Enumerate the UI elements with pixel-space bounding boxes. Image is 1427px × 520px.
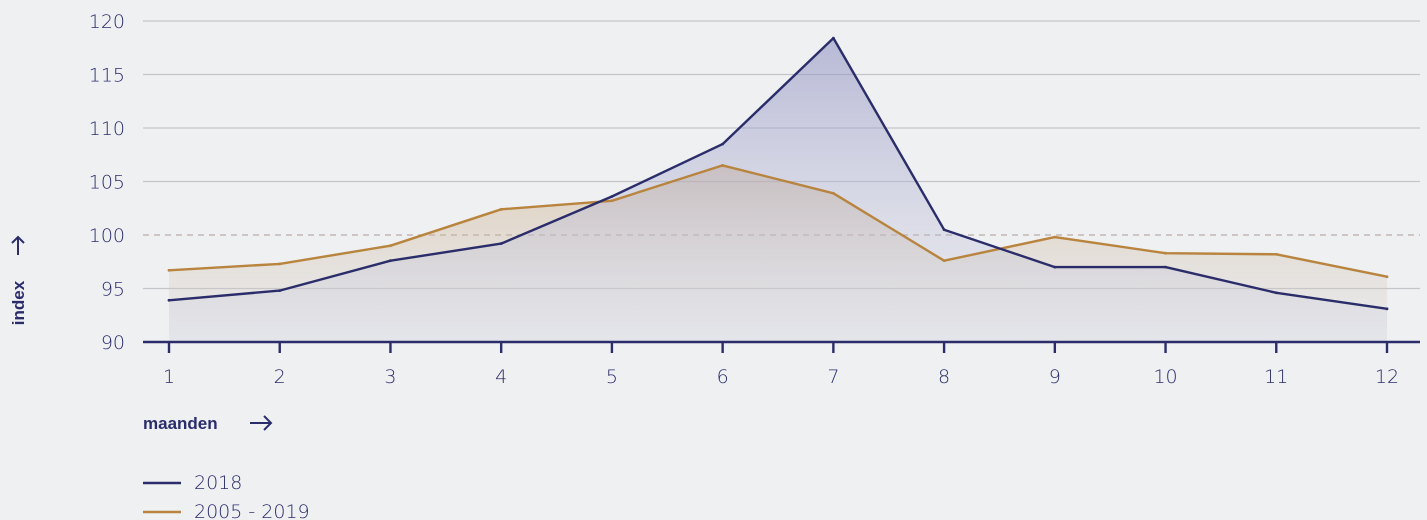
x-tick-label: 6: [717, 366, 729, 388]
legend: 2018 2005 - 2019: [143, 472, 310, 520]
data-point: [1053, 235, 1057, 239]
data-point: [721, 164, 725, 167]
data-point: [610, 199, 614, 203]
series-line: [168, 164, 1388, 278]
y-tick-label: 95: [101, 279, 125, 301]
series-line: [168, 36, 1388, 310]
x-tick-label: 3: [384, 366, 396, 388]
x-axis-title: maanden: [143, 414, 273, 433]
x-tick-label: 7: [827, 366, 839, 388]
data-point: [389, 259, 392, 263]
data-point: [278, 262, 282, 266]
series-lines: [167, 36, 1389, 311]
y-axis-ticks: 90 95 100 105 110 115 120: [89, 11, 125, 354]
x-tick-label: 5: [606, 366, 618, 388]
data-point: [1385, 275, 1389, 279]
data-point: [1164, 251, 1167, 255]
data-point: [1274, 291, 1278, 295]
data-point: [278, 289, 282, 293]
y-axis-title: index: [9, 235, 28, 325]
arrow-right-icon: [250, 415, 273, 431]
arrow-right-icon: [11, 235, 25, 255]
data-point: [167, 268, 171, 272]
y-tick-label: 120: [89, 11, 125, 33]
y-tick-label: 105: [89, 172, 125, 194]
series-areas: [169, 38, 1387, 342]
y-tick-label: 110: [89, 118, 125, 140]
y-tick-label: 115: [89, 65, 125, 87]
x-tick-label: 1: [163, 366, 175, 388]
data-point: [499, 242, 503, 245]
data-point: [389, 244, 392, 248]
data-point: [942, 259, 946, 263]
data-point: [1164, 265, 1167, 269]
data-point: [831, 36, 835, 40]
data-point: [499, 207, 503, 211]
x-tick-label: 11: [1264, 366, 1288, 388]
x-tick-label: 2: [274, 366, 286, 388]
x-tick-label: 10: [1153, 366, 1177, 388]
x-tick-label: 12: [1375, 366, 1399, 388]
y-tick-label: 90: [101, 332, 125, 354]
data-point: [831, 191, 835, 195]
data-point: [1385, 307, 1389, 311]
y-tick-label: 100: [89, 225, 125, 247]
y-axis-label: index: [9, 280, 28, 325]
series-area: [169, 38, 1387, 342]
x-axis-label: maanden: [143, 414, 218, 433]
legend-label: 2018: [194, 472, 242, 494]
x-tick-label: 4: [495, 366, 507, 388]
data-point: [1053, 265, 1057, 269]
x-tick-label: 8: [938, 366, 950, 388]
data-point: [942, 228, 946, 232]
x-tick-label: 9: [1049, 366, 1061, 388]
legend-label: 2005 - 2019: [194, 501, 310, 520]
data-point: [167, 298, 171, 302]
x-axis: 1 2 3 4 5 6 7 8 9 10 11 12: [143, 340, 1420, 388]
data-point: [721, 142, 725, 146]
data-point: [610, 195, 614, 198]
data-point: [1274, 252, 1278, 256]
